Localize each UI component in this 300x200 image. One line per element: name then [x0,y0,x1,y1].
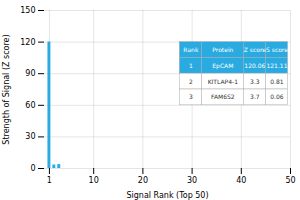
svg-text:60: 60 [25,101,35,110]
svg-text:Rank: Rank [183,46,199,53]
svg-text:Z score: Z score [244,46,266,53]
svg-text:3: 3 [189,93,193,100]
svg-text:Signal Rank (Top 50): Signal Rank (Top 50) [126,191,208,200]
svg-text:40: 40 [236,176,246,185]
svg-text:FAM6S2: FAM6S2 [211,93,235,100]
svg-text:120: 120 [20,38,35,47]
svg-text:KITLAP4-1: KITLAP4-1 [208,78,239,85]
svg-text:S score: S score [266,46,288,53]
svg-text:90: 90 [25,69,35,78]
svg-text:Protein: Protein [212,46,233,53]
svg-text:121.11: 121.11 [266,62,287,69]
svg-text:0.81: 0.81 [270,78,284,85]
svg-text:20: 20 [138,176,148,185]
svg-text:50: 50 [285,176,295,185]
svg-text:0: 0 [30,164,35,173]
svg-text:3.7: 3.7 [250,93,260,100]
svg-text:120.06: 120.06 [244,62,265,69]
svg-text:10: 10 [89,176,99,185]
svg-text:150: 150 [20,6,35,15]
svg-text:EpCAM: EpCAM [212,62,233,70]
svg-text:1: 1 [189,62,193,69]
svg-text:30: 30 [25,132,35,141]
svg-text:0.06: 0.06 [270,93,284,100]
svg-text:1: 1 [47,176,52,185]
svg-text:2: 2 [189,78,193,85]
svg-text:30: 30 [187,176,197,185]
svg-text:3.3: 3.3 [250,78,260,85]
svg-text:Strength of Signal (Z score): Strength of Signal (Z score) [2,34,11,144]
